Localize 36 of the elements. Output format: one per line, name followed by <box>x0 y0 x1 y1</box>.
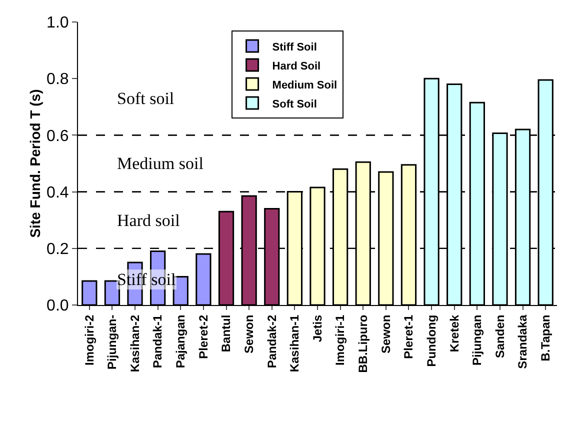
x-tick-label: Pajangan <box>174 314 188 368</box>
y-axis-title: Site Fund. Period T (s) <box>27 89 43 238</box>
y-tick-label: 1.0 <box>46 14 69 32</box>
y-tick-label: 0.8 <box>46 71 69 88</box>
y-tick-label: 0.2 <box>46 241 69 258</box>
x-tick-label: BB.Lipuro <box>356 314 370 373</box>
x-tick-label: Kasihan-2 <box>128 314 142 372</box>
x-tick-label: Pandak-2 <box>264 314 279 368</box>
x-tick-label: Pleret-2 <box>196 314 210 359</box>
annotation: Stiff soil <box>117 270 176 289</box>
legend-label: Medium Soil <box>272 79 338 92</box>
annotation: Medium soil <box>117 154 204 173</box>
x-tick-label: B.Tapan <box>538 314 552 362</box>
legend-label: Hard Soil <box>272 60 321 72</box>
x-tick-label: Imogiri-2 <box>82 314 96 366</box>
x-tick-label: Sewon <box>378 314 393 354</box>
annotation: Soft soil <box>117 89 174 108</box>
x-tick-label: Jetis <box>310 314 324 342</box>
x-tick-label: Pandak-1 <box>150 314 165 368</box>
annotation: Hard soil <box>117 211 180 230</box>
x-tick-label: Sewon <box>242 314 256 354</box>
x-tick-label: Pijungan <box>470 314 484 366</box>
y-tick-label: 0.4 <box>46 184 69 202</box>
legend-label: Soft Soil <box>272 98 317 110</box>
x-tick-label: Bantul <box>219 314 234 352</box>
x-tick-label: Pleret-1 <box>402 314 416 359</box>
legend-label: Stiff Soil <box>272 41 317 54</box>
x-tick-label: Sanden <box>492 314 507 358</box>
y-tick-label: 0.6 <box>46 128 69 145</box>
y-tick-label: 0.0 <box>46 298 69 315</box>
x-tick-label: Srandaka <box>516 314 530 369</box>
x-tick-label: Pundong <box>424 314 438 367</box>
x-tick-label: Kretek <box>447 314 462 352</box>
x-tick-label: Imogiri-1 <box>333 314 348 366</box>
x-tick-label: Kasihan-1 <box>288 314 302 372</box>
x-tick-label: Pijungan- <box>105 314 120 370</box>
